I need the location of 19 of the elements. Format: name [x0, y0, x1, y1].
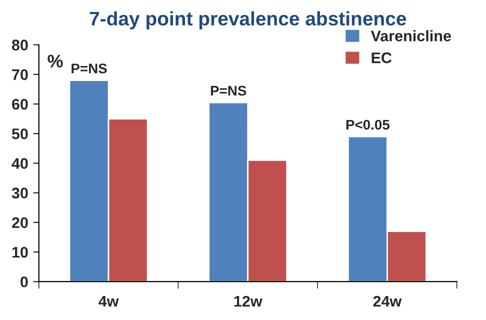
legend-label: EC	[372, 52, 392, 64]
y-tick-label: 60	[12, 98, 28, 110]
x-tick-label: 12w	[234, 296, 262, 307]
y-tick-label: 0	[20, 276, 28, 288]
y-tick-label: 80	[12, 40, 28, 50]
y-tick-label: 10	[12, 246, 28, 258]
y-tick-label: 70	[12, 69, 28, 80]
annotation: P<0.05	[346, 120, 390, 130]
y-tick-label: 50	[12, 128, 28, 140]
annotation: P=NS	[72, 64, 107, 74]
y-tick-label: 40	[12, 158, 28, 169]
y-tick-label: 30	[12, 188, 28, 199]
x-tick-label: 24w	[373, 296, 402, 307]
legend-label: Varenicline	[370, 30, 451, 42]
y-tick-label: 20	[12, 217, 28, 228]
y-axis-title: %	[48, 54, 63, 68]
x-tick-label: 4w	[98, 296, 119, 307]
chart-title: 7-day point prevalence abstinence	[90, 11, 406, 30]
annotation: P=NS	[210, 86, 246, 96]
